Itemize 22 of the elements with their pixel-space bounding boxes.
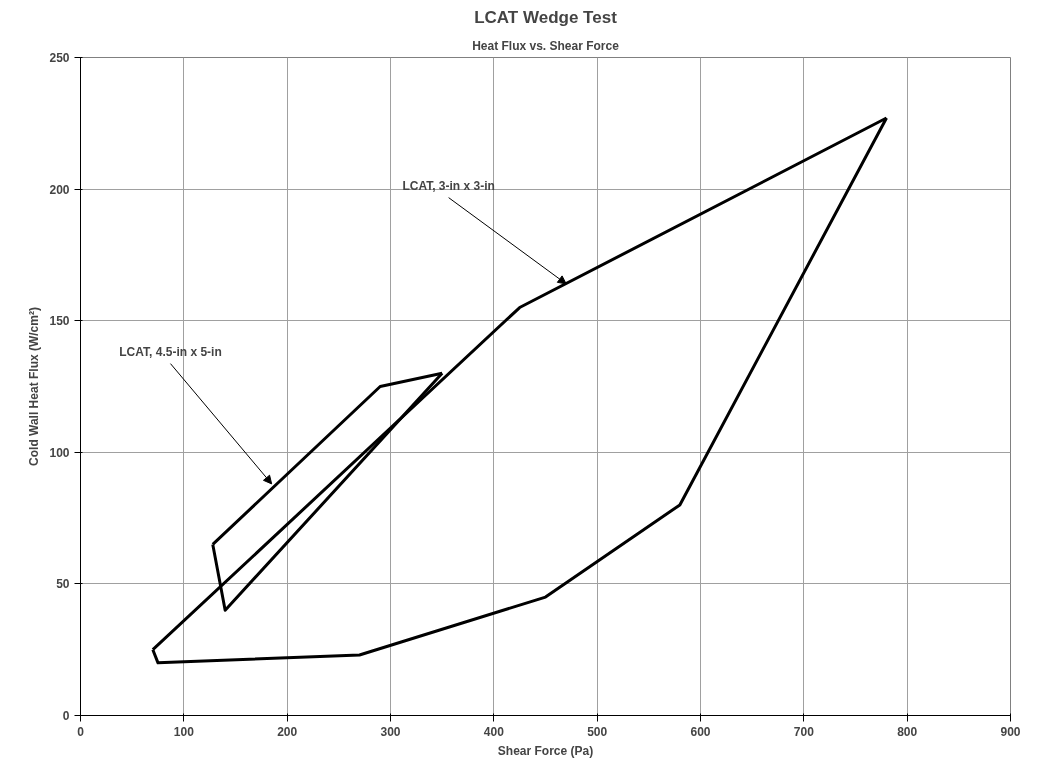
x-tick-label: 800 xyxy=(897,724,918,739)
x-tick-label: 500 xyxy=(587,724,608,739)
chart-subtitle: Heat Flux vs. Shear Force xyxy=(472,38,620,53)
y-tick-label: 250 xyxy=(49,51,70,65)
x-tick-label: 900 xyxy=(1000,724,1021,739)
x-tick-label: 700 xyxy=(793,724,815,739)
y-tick-label: 100 xyxy=(49,445,70,460)
x-tick-label: 0 xyxy=(77,724,85,739)
x-tick-label: 400 xyxy=(483,724,505,739)
y-tick-label: 150 xyxy=(49,314,70,329)
x-tick-label: 600 xyxy=(690,724,711,739)
annotation: LCAT, 3-in x 3-in xyxy=(402,179,495,194)
annotation: LCAT, 4.5-in x 5-in xyxy=(119,345,222,360)
x-tick-label: 100 xyxy=(173,724,195,739)
x-axis-title: Shear Force (Pa) xyxy=(497,743,594,758)
y-tick-label: 50 xyxy=(56,577,70,592)
x-tick-label: 200 xyxy=(277,724,298,739)
y-axis-title: Cold Wall Heat Flux (W/cm²) xyxy=(27,307,42,466)
chart-title: LCAT Wedge Test xyxy=(474,7,618,27)
y-tick-label: 200 xyxy=(49,182,70,197)
x-tick-label: 300 xyxy=(380,724,401,739)
y-tick-label: 0 xyxy=(62,709,70,723)
